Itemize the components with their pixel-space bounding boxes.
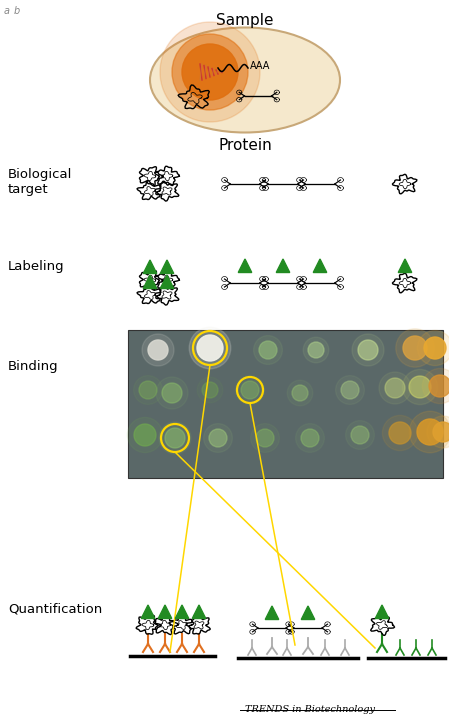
- Polygon shape: [398, 259, 412, 272]
- Text: Sample: Sample: [216, 13, 274, 28]
- Text: Quantification: Quantification: [8, 602, 102, 615]
- Polygon shape: [175, 605, 189, 619]
- Circle shape: [256, 429, 274, 447]
- Circle shape: [389, 422, 411, 444]
- Circle shape: [182, 44, 238, 100]
- Circle shape: [251, 423, 279, 452]
- Polygon shape: [301, 606, 315, 619]
- Circle shape: [418, 330, 449, 366]
- Circle shape: [308, 342, 324, 358]
- Circle shape: [241, 381, 259, 399]
- Circle shape: [409, 376, 431, 398]
- Circle shape: [197, 378, 223, 403]
- Circle shape: [427, 416, 449, 448]
- Circle shape: [358, 340, 378, 360]
- Circle shape: [346, 420, 374, 449]
- Circle shape: [209, 429, 227, 447]
- Polygon shape: [192, 605, 206, 619]
- Circle shape: [259, 341, 277, 359]
- Circle shape: [385, 378, 405, 398]
- Circle shape: [429, 375, 449, 397]
- Text: Binding: Binding: [8, 360, 59, 373]
- Circle shape: [254, 335, 282, 364]
- Circle shape: [409, 411, 449, 453]
- Circle shape: [396, 329, 434, 367]
- Circle shape: [383, 415, 418, 451]
- Text: b: b: [14, 6, 20, 16]
- Circle shape: [433, 422, 449, 442]
- Polygon shape: [313, 259, 327, 272]
- Circle shape: [301, 429, 319, 447]
- Circle shape: [203, 423, 233, 452]
- Circle shape: [424, 337, 446, 359]
- Polygon shape: [160, 260, 174, 274]
- Circle shape: [379, 372, 411, 404]
- Text: a: a: [4, 6, 10, 16]
- Circle shape: [160, 22, 260, 122]
- Text: TRENDS in Biotechnology: TRENDS in Biotechnology: [245, 705, 375, 714]
- Polygon shape: [160, 275, 174, 288]
- Circle shape: [165, 428, 185, 448]
- Circle shape: [335, 375, 365, 404]
- Circle shape: [402, 370, 438, 404]
- Circle shape: [134, 424, 156, 446]
- Polygon shape: [238, 259, 252, 272]
- Circle shape: [351, 426, 369, 444]
- Circle shape: [403, 336, 427, 360]
- Polygon shape: [265, 606, 279, 619]
- Circle shape: [202, 382, 218, 398]
- Circle shape: [197, 335, 223, 361]
- Circle shape: [189, 327, 231, 369]
- Circle shape: [287, 380, 313, 406]
- Text: Biological
target: Biological target: [8, 168, 72, 196]
- FancyBboxPatch shape: [128, 330, 443, 478]
- Text: Labeling: Labeling: [8, 260, 65, 273]
- Polygon shape: [276, 259, 290, 272]
- Circle shape: [236, 375, 264, 404]
- Circle shape: [295, 423, 324, 452]
- Polygon shape: [143, 260, 157, 274]
- Polygon shape: [141, 605, 155, 619]
- Circle shape: [148, 340, 168, 360]
- Circle shape: [303, 337, 329, 363]
- Circle shape: [417, 419, 443, 445]
- Text: Protein: Protein: [218, 138, 272, 153]
- Circle shape: [172, 34, 248, 110]
- Text: AAA: AAA: [250, 61, 270, 71]
- Circle shape: [341, 381, 359, 399]
- Circle shape: [423, 368, 449, 404]
- Circle shape: [139, 381, 157, 399]
- Circle shape: [159, 422, 191, 454]
- Polygon shape: [158, 605, 172, 619]
- Circle shape: [156, 377, 188, 409]
- Polygon shape: [143, 275, 157, 288]
- Polygon shape: [375, 605, 389, 619]
- Circle shape: [352, 334, 384, 366]
- Circle shape: [128, 417, 163, 452]
- Ellipse shape: [150, 28, 340, 133]
- Circle shape: [134, 375, 163, 404]
- Circle shape: [292, 385, 308, 401]
- Circle shape: [162, 383, 182, 403]
- Circle shape: [142, 334, 174, 366]
